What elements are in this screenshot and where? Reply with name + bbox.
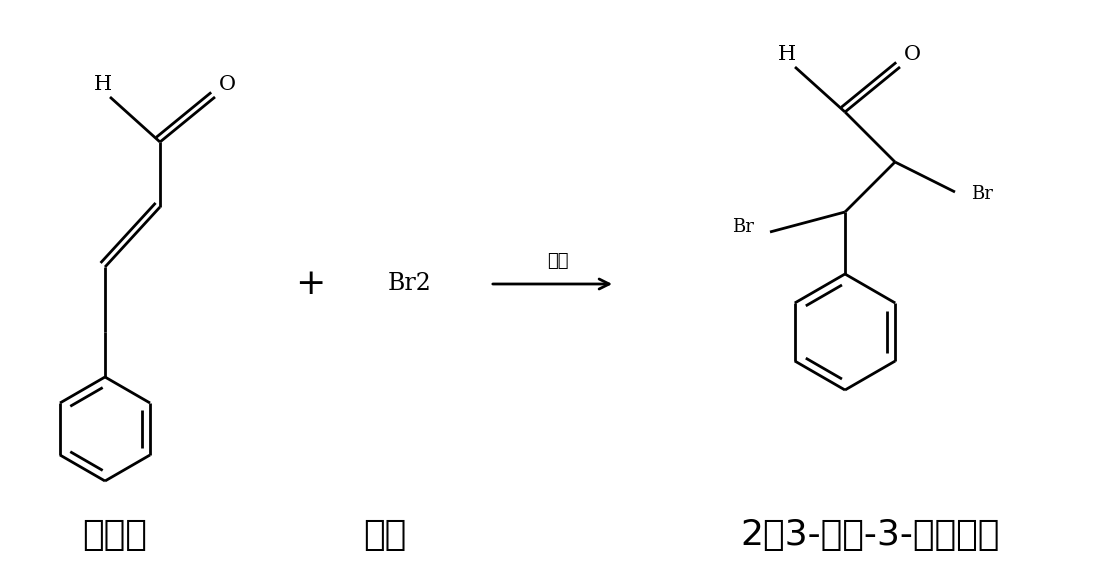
Text: H: H <box>778 44 796 64</box>
Text: 肉桂醇: 肉桂醇 <box>82 518 148 552</box>
Text: 乙酸: 乙酸 <box>547 252 568 270</box>
Text: O: O <box>219 75 235 95</box>
Text: Br: Br <box>733 218 754 236</box>
Text: Br2: Br2 <box>388 273 432 295</box>
Text: O: O <box>904 44 920 64</box>
Text: +: + <box>295 267 325 301</box>
Text: 溨素: 溨素 <box>363 518 406 552</box>
Text: H: H <box>94 74 112 94</box>
Text: 2，3-二溨-3-苯基丙醇: 2，3-二溨-3-苯基丙醇 <box>740 518 1000 552</box>
Text: Br: Br <box>971 185 993 203</box>
